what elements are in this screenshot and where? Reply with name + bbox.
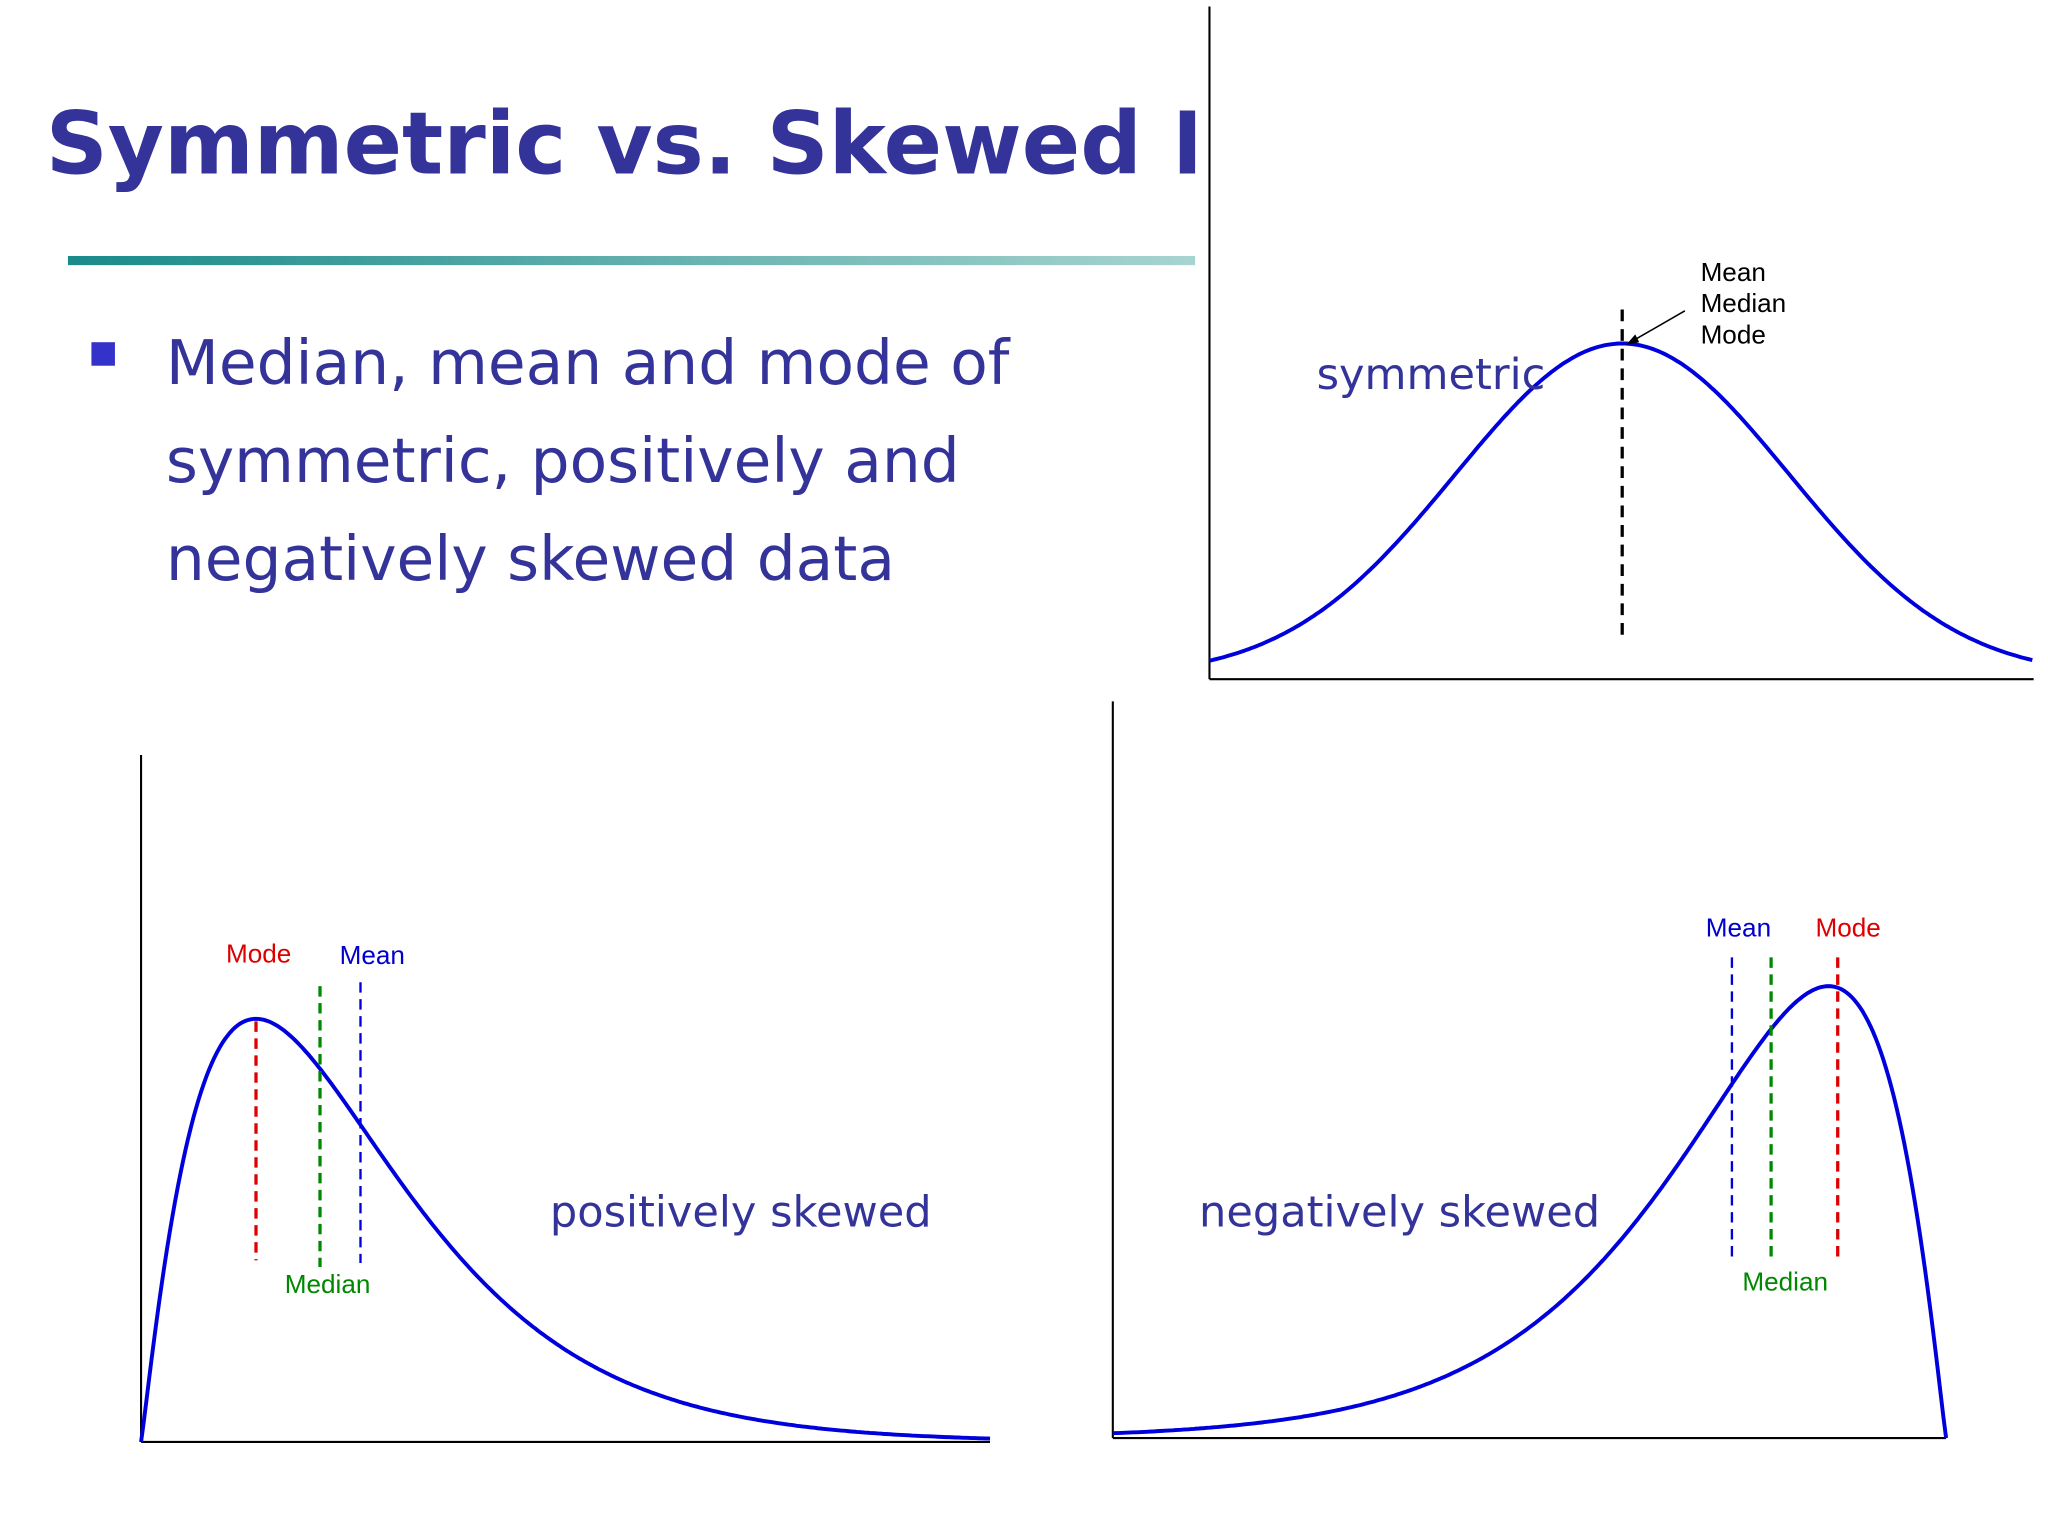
pointer-head xyxy=(1626,334,1640,345)
slide-title: Symmetric vs. Skewed Data xyxy=(46,95,1401,195)
caption: negatively skewed xyxy=(1199,1187,1600,1237)
median-label: Median xyxy=(1742,1266,1828,1296)
density-curve xyxy=(139,1016,991,1443)
bullet-line: Median, mean and mode of xyxy=(166,328,1011,399)
median-label: Median xyxy=(285,1269,371,1299)
density-curve xyxy=(1208,341,2033,663)
mode-label: Mode xyxy=(1816,912,1881,942)
mean-label: Mean xyxy=(1706,912,1771,942)
caption: positively skewed xyxy=(550,1187,932,1237)
annotation: Mean xyxy=(1701,257,1766,287)
mode-label: Mode xyxy=(226,939,291,969)
annotation: Median xyxy=(1701,288,1787,318)
bullet-marker xyxy=(91,342,115,366)
caption: symmetric xyxy=(1317,350,1546,400)
bullet-line: symmetric, positively and xyxy=(166,426,960,497)
density-curve xyxy=(1112,984,1949,1439)
annotation: Mode xyxy=(1701,320,1766,350)
title-rule xyxy=(67,256,1196,266)
bullet-line: negatively skewed data xyxy=(166,524,895,595)
mean-label: Mean xyxy=(340,940,405,970)
pointer xyxy=(1632,310,1686,342)
